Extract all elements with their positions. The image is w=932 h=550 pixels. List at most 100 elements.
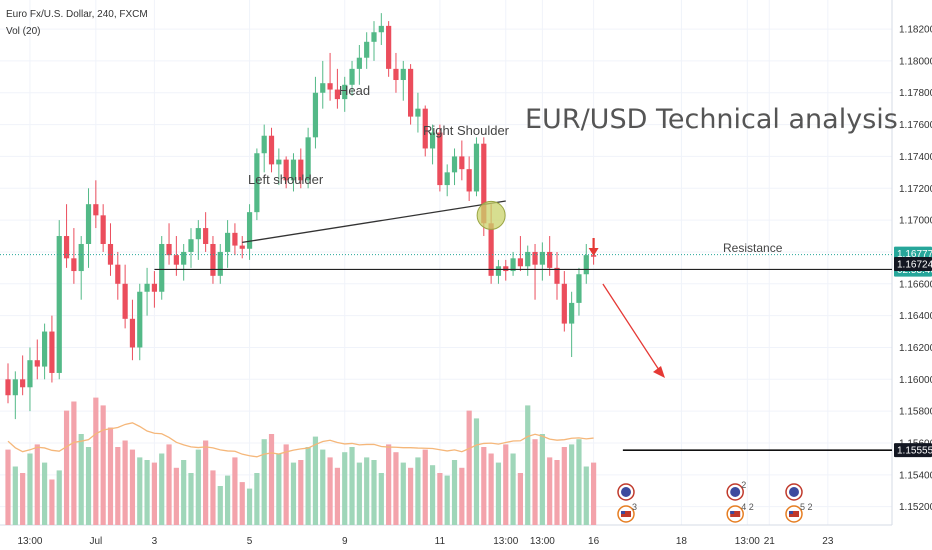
volume-bar	[122, 440, 128, 525]
x-tick-label: 13:00	[735, 536, 760, 547]
label-left-shoulder: Left shoulder	[248, 172, 324, 187]
volume-bar	[473, 418, 480, 525]
candle	[408, 64, 414, 125]
volume-bar	[305, 447, 311, 525]
volume-bar	[34, 444, 40, 525]
candle-body	[444, 172, 450, 186]
candle	[56, 220, 62, 380]
candle	[393, 52, 399, 93]
volume-bar	[159, 453, 165, 525]
candle-body	[481, 143, 487, 224]
price-tag-last: 1.16777	[897, 249, 932, 260]
candle-body	[246, 212, 253, 249]
event-bottom-icon-flag	[621, 511, 631, 517]
candle-body	[356, 57, 362, 69]
volume-bars	[5, 397, 597, 525]
candle-body	[539, 251, 545, 265]
legend: Euro Fx/U.S. Dollar, 240, FXCM Vol (20)	[6, 6, 148, 40]
candle-body	[283, 159, 289, 181]
candle	[422, 105, 428, 157]
label-resistance: Resistance	[723, 241, 783, 255]
y-tick-label: 1.17200	[899, 184, 932, 195]
x-tick-label: 3	[152, 536, 158, 547]
overlays	[0, 200, 892, 451]
candle-body	[71, 258, 77, 272]
candle	[195, 220, 201, 260]
volume-bar	[5, 449, 11, 525]
candle	[283, 156, 289, 189]
candle	[71, 228, 77, 284]
volume-bar	[591, 462, 597, 525]
volume-bar	[100, 405, 106, 525]
candle	[539, 242, 545, 281]
candle-body	[107, 243, 114, 265]
candle-body	[290, 159, 297, 181]
candle	[246, 204, 253, 260]
candle	[510, 251, 516, 276]
candle-body	[312, 92, 319, 138]
volume-bar	[444, 475, 450, 525]
candle-body	[437, 132, 443, 186]
candle	[349, 60, 355, 96]
volume-bar	[137, 457, 143, 525]
volume-bar	[495, 462, 502, 525]
candle-body	[239, 245, 245, 249]
candle	[144, 267, 150, 316]
candle-body	[63, 236, 70, 259]
x-tick-label: 16	[588, 536, 600, 547]
volume-bar	[85, 447, 92, 525]
candle	[93, 180, 99, 229]
candle	[78, 236, 84, 300]
candle-body	[203, 228, 209, 244]
volume-bar	[225, 475, 231, 525]
candle-body	[569, 302, 575, 324]
volume-bar	[290, 462, 297, 525]
candle	[495, 259, 502, 284]
candle	[525, 245, 531, 276]
candle-body	[488, 223, 494, 276]
volume-bar	[71, 401, 77, 525]
volume-ma-polyline	[7, 422, 594, 458]
event-top-icon-inner	[789, 487, 799, 497]
volume-bar	[217, 486, 223, 525]
candle	[268, 127, 275, 173]
candle-body	[554, 267, 560, 284]
candle	[188, 228, 194, 268]
y-tick-label: 1.16400	[899, 311, 932, 322]
volume-bar	[342, 452, 348, 525]
candle-body	[85, 204, 92, 244]
candle-body	[129, 318, 136, 348]
candle	[298, 148, 304, 189]
candle-body	[327, 83, 333, 90]
volume-bar	[364, 457, 370, 525]
candle	[129, 299, 136, 361]
candle-body	[371, 32, 377, 42]
candle-body	[547, 251, 553, 268]
candle	[49, 315, 55, 383]
candle	[203, 212, 209, 252]
y-tick-label: 1.15400	[899, 470, 932, 481]
candle	[371, 21, 377, 61]
x-axis: 13:00 Jul 3 5 9 11 13:00 13:00 16 18 13:00 21 23	[17, 536, 833, 547]
candle-body	[56, 236, 62, 373]
volume-bar	[232, 457, 238, 525]
x-tick-label: 18	[676, 536, 688, 547]
x-tick-label: 13:00	[493, 536, 518, 547]
price-tag-level2: 1.16724	[897, 260, 932, 271]
candle-body	[320, 83, 326, 93]
candle-body	[122, 283, 128, 319]
y-tick-label: 1.17400	[899, 152, 932, 163]
candle	[217, 243, 223, 284]
candle	[503, 259, 509, 281]
candle-body	[342, 84, 348, 100]
y-tick-label: 1.15800	[899, 407, 932, 418]
candle-body	[451, 156, 458, 173]
candle-body	[583, 255, 589, 275]
candle-body	[305, 137, 311, 181]
candle-body	[49, 331, 55, 373]
candle	[451, 148, 458, 186]
volume-bar	[129, 449, 136, 525]
x-tick-label: 21	[764, 536, 776, 547]
volume-bar	[356, 462, 362, 525]
